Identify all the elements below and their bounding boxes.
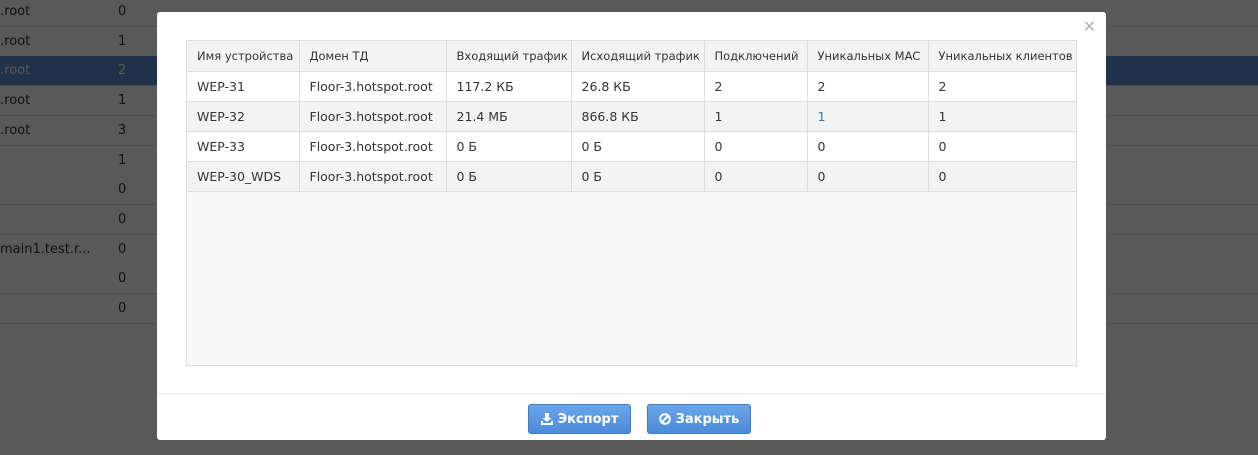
- column-header[interactable]: Домен ТД: [299, 41, 447, 72]
- table-cell: 1: [704, 101, 808, 132]
- table-cell: 0: [807, 161, 929, 192]
- table-cell: 0: [928, 131, 1076, 162]
- table-cell: 0 Б: [571, 161, 705, 192]
- device-stats-modal: × Имя устройства Домен ТД Входящий трафик И…: [157, 12, 1106, 440]
- column-header[interactable]: Исходящий трафик: [571, 41, 705, 72]
- device-stats-table: Имя устройства Домен ТД Входящий трафик Исх…: [187, 41, 1076, 192]
- close-icon[interactable]: ×: [1082, 16, 1096, 35]
- export-label: Экспорт: [557, 411, 619, 427]
- table-cell: 26.8 КБ: [571, 71, 705, 102]
- table-cell: Floor-3.hotspot.root: [299, 71, 447, 102]
- table-cell: 21.4 МБ: [446, 101, 572, 132]
- column-header[interactable]: Уникальных клиентов: [928, 41, 1076, 72]
- table-cell: 0 Б: [571, 131, 705, 162]
- table-row[interactable]: WEP-32 Floor-3.hotspot.root 21.4 МБ 866.8 К…: [187, 101, 1076, 132]
- table-header-row: Имя устройства Домен ТД Входящий трафик Исх…: [187, 41, 1076, 72]
- table-cell: 0: [704, 161, 808, 192]
- table-cell: 0: [928, 161, 1076, 192]
- table-cell: WEP-30_WDS: [187, 161, 300, 192]
- close-label: Закрыть: [675, 411, 740, 427]
- ban-icon: [658, 413, 671, 425]
- export-button[interactable]: Экспорт: [528, 404, 631, 434]
- table-cell: 1: [928, 101, 1076, 132]
- table-cell: 0 Б: [446, 161, 572, 192]
- table-cell: WEP-33: [187, 131, 300, 162]
- download-icon: [540, 413, 553, 425]
- column-header[interactable]: Имя устройства: [187, 41, 300, 72]
- table-cell: WEP-32: [187, 101, 300, 132]
- table-cell: Floor-3.hotspot.root: [299, 131, 447, 162]
- table-cell: 866.8 КБ: [571, 101, 705, 132]
- table-cell: 0: [704, 131, 808, 162]
- modal-footer: Экспорт Закрыть: [157, 393, 1106, 440]
- column-header[interactable]: Подключений: [704, 41, 808, 72]
- table-cell: 0: [807, 131, 929, 162]
- table-cell: Floor-3.hotspot.root: [299, 161, 447, 192]
- table-cell: 2: [807, 71, 929, 102]
- device-stats-table-container: Имя устройства Домен ТД Входящий трафик Исх…: [186, 40, 1077, 366]
- table-cell: 2: [704, 71, 808, 102]
- column-header[interactable]: Уникальных MAC: [807, 41, 929, 72]
- table-row[interactable]: WEP-31 Floor-3.hotspot.root 117.2 КБ 26.8 К…: [187, 71, 1076, 102]
- table-cell: 117.2 КБ: [446, 71, 572, 102]
- table-cell: 2: [928, 71, 1076, 102]
- table-cell: 1: [807, 101, 929, 132]
- close-button[interactable]: Закрыть: [647, 404, 751, 434]
- table-cell: 0 Б: [446, 131, 572, 162]
- column-header[interactable]: Входящий трафик: [446, 41, 572, 72]
- table-cell: Floor-3.hotspot.root: [299, 101, 447, 132]
- table-cell: WEP-31: [187, 71, 300, 102]
